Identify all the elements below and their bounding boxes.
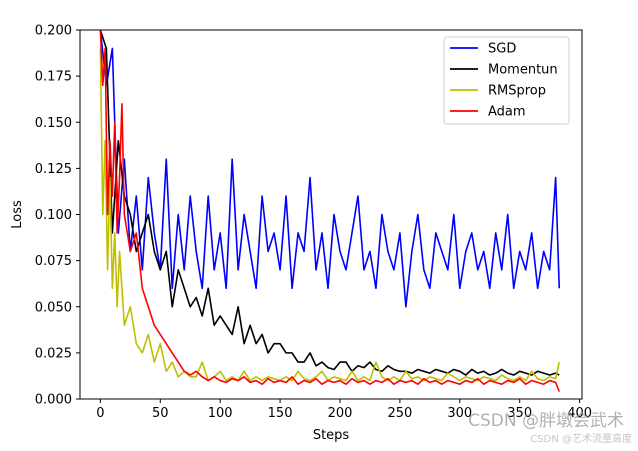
series-line-adam	[99, 30, 560, 392]
series-line-momentun	[99, 30, 560, 376]
y-axis-label: Loss	[10, 200, 25, 229]
legend-label: Momentun	[488, 63, 558, 78]
axes-layer: 0 50 100 150 200 250 300 350 400 0.000 0.025 0.050 0…	[10, 24, 592, 444]
watermark-sub: CSDN @艺术流量高度	[530, 434, 632, 445]
y-tick-label: 0.100	[35, 208, 72, 223]
series-layer	[99, 30, 561, 392]
x-tick-label: 0	[96, 406, 104, 421]
y-tick-label: 0.050	[35, 300, 72, 315]
y-tick-label: 0.200	[35, 24, 72, 39]
x-tick-label: 50	[152, 406, 169, 421]
legend-label: SGD	[488, 42, 516, 57]
watermark: CSDN @胖墩会武术	[468, 411, 624, 431]
x-tick-label: 350	[507, 406, 532, 421]
x-tick-label: 250	[387, 406, 412, 421]
legend-box	[443, 36, 570, 125]
legend: SGD Momentun RMSprop Adam	[443, 36, 570, 125]
x-tick-label: 100	[208, 406, 233, 421]
x-tick-label: 150	[268, 406, 293, 421]
y-tick-label: 0.000	[35, 393, 72, 408]
y-tick-label: 0.025	[35, 346, 72, 361]
legend-label: RMSprop	[488, 84, 546, 99]
x-tick-label: 200	[328, 406, 353, 421]
x-tick-label: 300	[447, 406, 472, 421]
legend-label: Adam	[488, 105, 526, 120]
series-line-sgd	[99, 30, 561, 308]
y-tick-label: 0.175	[35, 70, 72, 85]
x-tick-label: 400	[567, 406, 592, 421]
y-tick-label: 0.150	[35, 116, 72, 131]
x-axis-label: Steps	[313, 428, 350, 443]
y-tick-label: 0.075	[35, 254, 72, 269]
y-tick-label: 0.125	[35, 162, 72, 177]
